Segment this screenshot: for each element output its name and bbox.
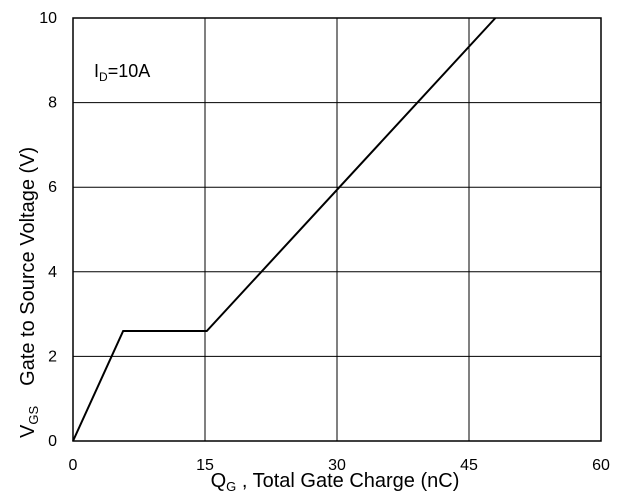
y-tick-label: 10 (39, 10, 57, 27)
x-tick-labels: 0 15 30 45 60 (69, 457, 610, 474)
grid-lines (72, 17, 602, 442)
y-tick-label: 0 (48, 433, 57, 450)
plot-area (72, 17, 602, 442)
y-tick-label: 8 (48, 95, 57, 112)
y-tick-labels: 0 2 4 6 8 10 (39, 10, 57, 450)
x-tick-label: 15 (196, 457, 214, 474)
drain-current-annotation: ID=10A (94, 61, 150, 84)
x-axis-label: QG , Total Gate Charge (nC) (211, 470, 460, 494)
x-tick-label: 60 (592, 457, 610, 474)
y-tick-label: 2 (48, 348, 57, 365)
x-tick-label: 45 (460, 457, 478, 474)
y-axis-label: VGSGate to Source Voltage (V) (17, 147, 41, 438)
y-tick-label: 6 (48, 179, 57, 196)
y-tick-label: 4 (48, 264, 57, 281)
x-tick-label: 30 (328, 457, 346, 474)
series-line (72, 17, 497, 442)
x-tick-label: 0 (69, 457, 78, 474)
